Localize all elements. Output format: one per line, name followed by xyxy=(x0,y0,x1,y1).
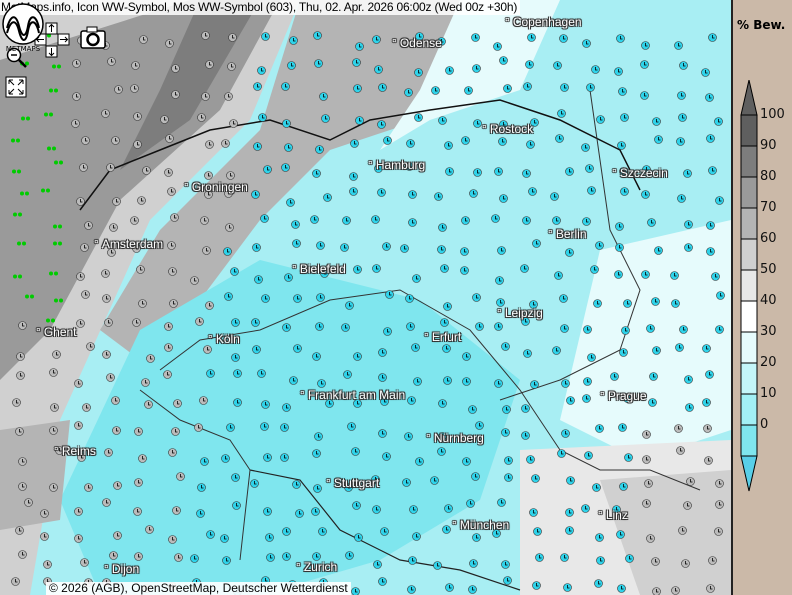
city-label: Linz xyxy=(598,508,628,522)
legend-colorbar xyxy=(740,80,758,492)
legend-swatch xyxy=(740,300,758,333)
city-label: Hamburg xyxy=(368,158,425,172)
legend-label: 10 xyxy=(760,386,777,401)
legend-title: % Bew. xyxy=(737,18,786,32)
zoom-out-icon[interactable] xyxy=(5,46,29,70)
legend-swatch xyxy=(740,269,758,302)
legend-swatch xyxy=(740,145,758,178)
legend-label: 80 xyxy=(760,169,777,184)
legend-label: 60 xyxy=(760,231,777,246)
legend-label: 20 xyxy=(760,355,777,370)
legend-label: 100 xyxy=(760,107,785,122)
city-label: Leipzig xyxy=(497,306,543,320)
legend-swatch xyxy=(740,207,758,240)
legend-swatch xyxy=(740,331,758,364)
legend-label: 30 xyxy=(760,324,777,339)
camera-icon[interactable] xyxy=(80,26,106,50)
city-label: Odense xyxy=(392,36,442,50)
legend-swatch xyxy=(740,393,758,426)
pan-arrows-icon[interactable] xyxy=(34,22,70,58)
map-title: MetMaps.info, Icon WW-Symbol, Mos WW-Sym… xyxy=(0,0,521,15)
weather-map[interactable]: MetMaps.info, Icon WW-Symbol, Mos WW-Sym… xyxy=(0,0,731,595)
city-label: Stuttgart xyxy=(326,476,379,490)
legend-swatch xyxy=(740,238,758,271)
city-label: Nürnberg xyxy=(426,431,484,445)
legend-label: 90 xyxy=(760,138,777,153)
city-label: Berlin xyxy=(548,227,587,241)
city-label: Frankfurt am Main xyxy=(300,388,405,402)
legend-label: 40 xyxy=(760,293,777,308)
legend-swatch xyxy=(740,424,758,457)
legend-swatch xyxy=(740,114,758,147)
legend-max-arrow xyxy=(740,80,758,116)
metmaps-logo: METMAPS xyxy=(2,3,44,53)
legend-label: 70 xyxy=(760,200,777,215)
copyright-notice: © 2026 (AGB), OpenStreetMap, Deutscher W… xyxy=(46,582,351,595)
city-label: Groningen xyxy=(184,180,248,194)
legend-label: 50 xyxy=(760,262,777,277)
legend-label: 0 xyxy=(760,417,769,432)
city-label: Amsterdam xyxy=(94,237,163,251)
city-label: Szczecin xyxy=(612,166,668,180)
city-label: Rostock xyxy=(482,122,533,136)
city-label: Reims xyxy=(54,444,96,458)
city-label: Köln xyxy=(208,332,240,346)
cloud-cover-legend: % Bew. 100 90 80 70 60 50 40 30 20 10 0 xyxy=(731,0,792,595)
city-label: München xyxy=(452,518,509,532)
legend-swatch xyxy=(740,362,758,395)
svg-text:METMAPS: METMAPS xyxy=(6,45,41,53)
city-label: Bielefeld xyxy=(292,262,346,276)
fullscreen-icon[interactable] xyxy=(5,76,27,98)
city-label: Erfurt xyxy=(424,330,461,344)
city-label: Zurich xyxy=(296,560,337,574)
legend-swatch xyxy=(740,176,758,209)
city-label: Ghent xyxy=(36,325,77,339)
city-label: Dijon xyxy=(104,562,139,576)
city-label: Copenhagen xyxy=(505,15,582,29)
city-label: Prague xyxy=(600,389,647,403)
legend-min-arrow xyxy=(740,455,758,492)
